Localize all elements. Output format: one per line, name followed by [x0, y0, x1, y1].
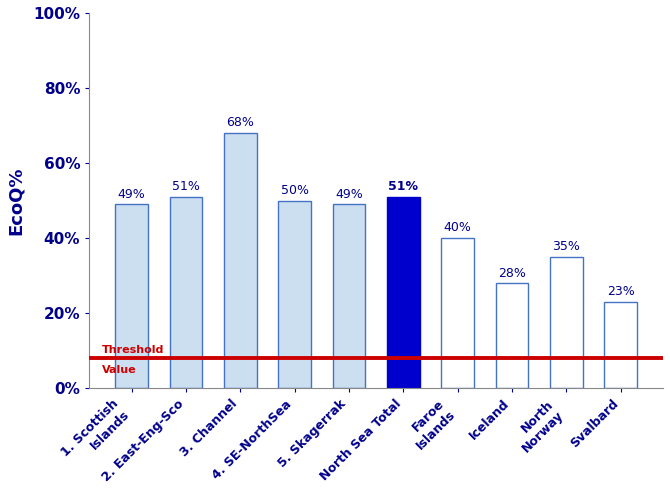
Bar [170, 197, 202, 388]
Bar [278, 201, 311, 388]
Text: 51%: 51% [389, 180, 418, 193]
Bar [333, 204, 365, 388]
Text: 49%: 49% [335, 188, 363, 201]
Text: 50%: 50% [281, 184, 309, 197]
Text: 35%: 35% [552, 240, 580, 253]
Bar [442, 238, 474, 388]
Bar [496, 283, 529, 388]
Y-axis label: EcoQ%: EcoQ% [7, 166, 25, 235]
Text: 23%: 23% [607, 285, 634, 299]
Bar [550, 257, 583, 388]
Text: Value: Value [102, 365, 137, 375]
Text: 68%: 68% [226, 116, 255, 129]
Text: Threshold: Threshold [102, 345, 164, 355]
Bar [604, 302, 637, 388]
Bar [224, 133, 257, 388]
Text: 49%: 49% [118, 188, 145, 201]
Bar [387, 197, 419, 388]
Text: 28%: 28% [498, 267, 526, 279]
Text: 40%: 40% [444, 221, 472, 235]
Bar [115, 204, 148, 388]
Text: 51%: 51% [172, 180, 200, 193]
